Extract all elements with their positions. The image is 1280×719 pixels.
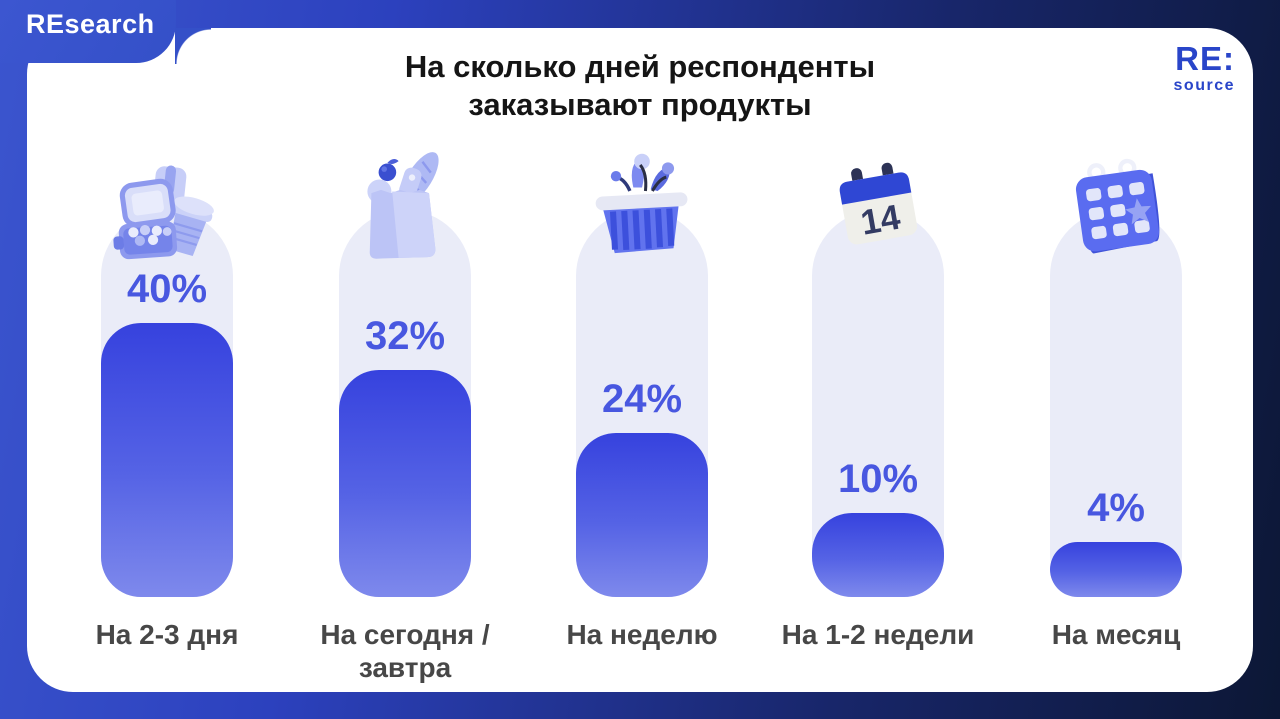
category-label: На неделю: [566, 619, 718, 650]
chart-title-line-2: заказывают продукты: [468, 86, 812, 122]
bar-fill: [1050, 542, 1182, 597]
category-label: На месяц: [1051, 619, 1181, 650]
chart-column-1: 40% На 2-3 дня: [96, 140, 238, 685]
chart-title-line-1: На сколько дней респонденты: [404, 49, 876, 84]
tab-corner-fillet: [175, 28, 211, 64]
svg-text:14: 14: [858, 198, 904, 243]
bar-value-label: 40%: [126, 267, 208, 311]
chart-column-4: 14 10% На 1-2 недели: [782, 140, 974, 685]
shopping-basket-icon: [590, 148, 694, 271]
grocery-bag-icon: [357, 140, 453, 280]
calendar-month-icon: [1068, 156, 1164, 261]
brand-tab: REsearch: [0, 0, 176, 63]
bar-fill: [101, 323, 233, 597]
bar-track: 32%: [339, 210, 471, 597]
bar-track: 40%: [101, 210, 233, 597]
bar-value-label: 32%: [364, 314, 446, 358]
bar-fill: [339, 370, 471, 597]
brand-logo: RE: source: [1174, 42, 1235, 94]
category-label: На 1-2 недели: [781, 619, 975, 650]
chart-column-5: 4% На месяц: [1050, 140, 1182, 685]
chart-title: На сколько дней респонденты заказывают п…: [0, 48, 1280, 124]
category-label: На сегодня / завтра: [320, 619, 490, 684]
brand-tab-label: REsearch: [26, 9, 155, 39]
bar-fill: [576, 433, 708, 597]
lunchbox-coffee-icon: [112, 144, 222, 299]
category-label: На 2-3 дня: [95, 619, 239, 650]
chart-column-3: 24% На неделю: [566, 140, 718, 685]
bar-track: 4%: [1050, 210, 1182, 597]
bar-value-label: 10%: [837, 457, 919, 501]
bar-fill: [812, 513, 944, 597]
bar-value-label: 4%: [1087, 486, 1145, 530]
brand-logo-bottom: source: [1173, 77, 1235, 94]
bar-track: 10%: [812, 210, 944, 597]
bar-track: 24%: [576, 210, 708, 597]
bar-value-label: 24%: [601, 377, 683, 421]
calendar-14-icon: 14: [832, 160, 924, 257]
brand-logo-top: RE:: [1175, 40, 1235, 77]
chart-column-2: 32% На сегодня / завтра: [320, 140, 490, 685]
